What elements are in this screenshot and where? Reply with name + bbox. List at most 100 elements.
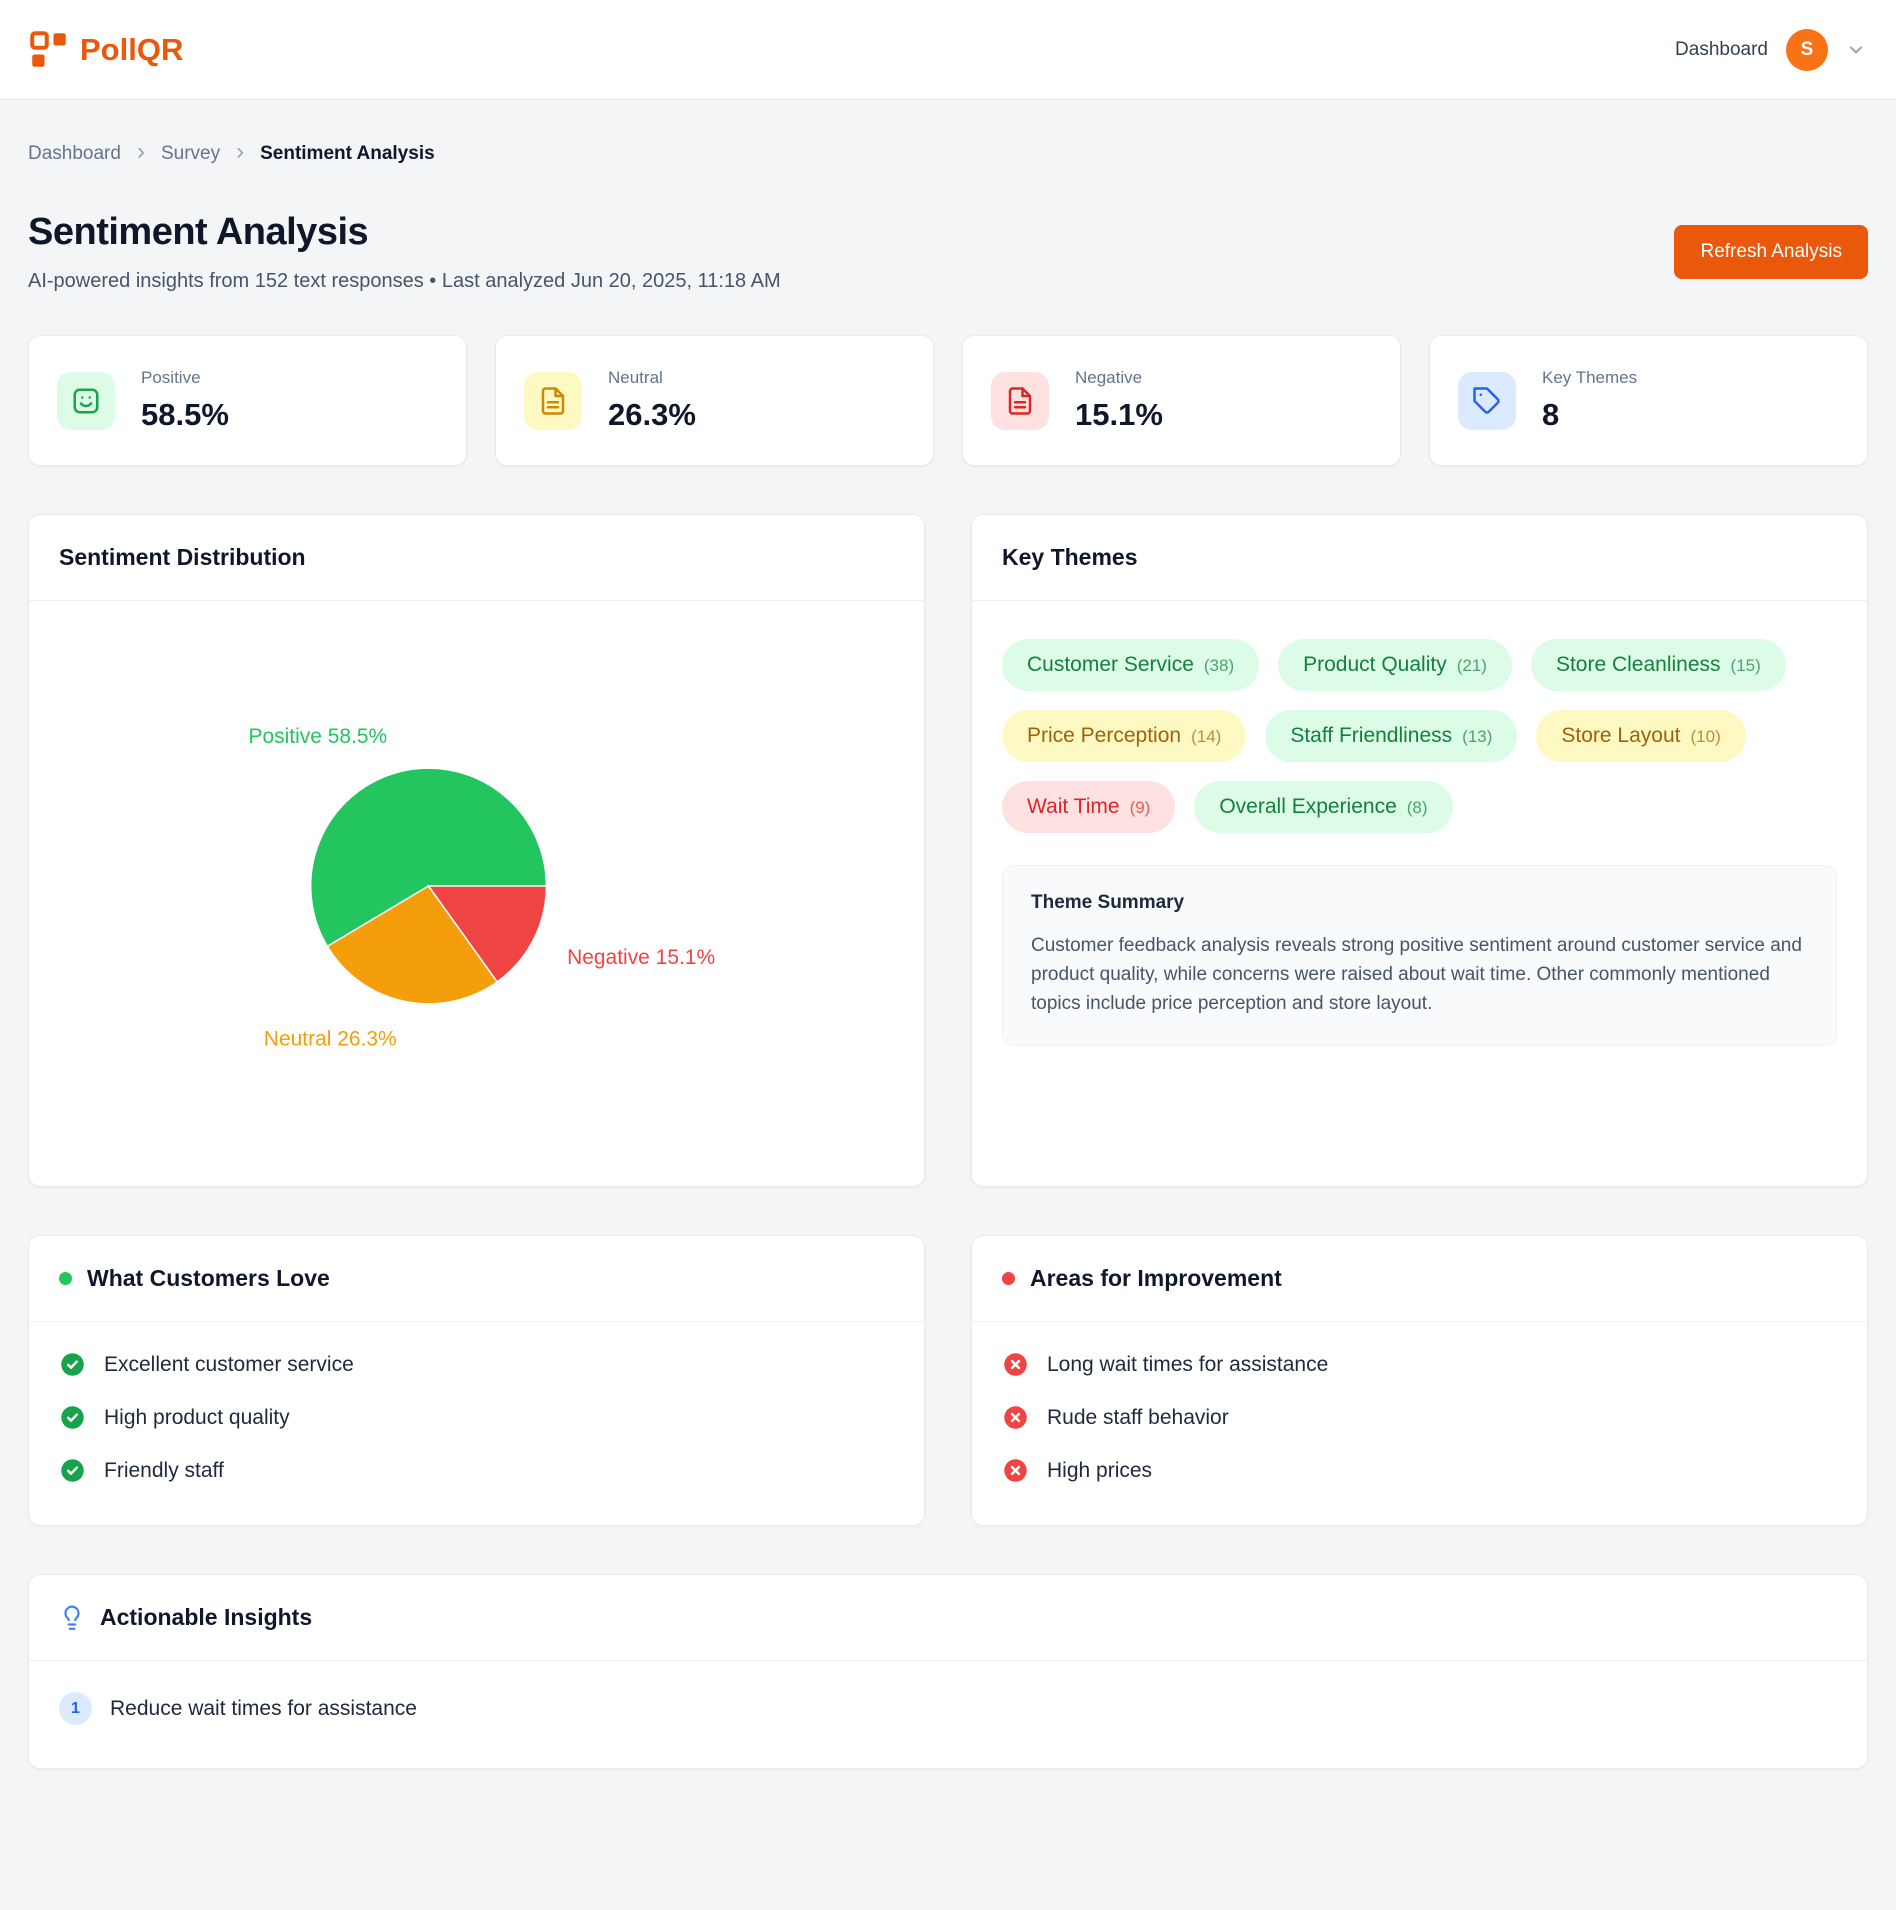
panels-row-2: What Customers Love Excellent customer s… <box>28 1235 1868 1526</box>
sentiment-distribution-title: Sentiment Distribution <box>59 544 306 570</box>
stat-label: Key Themes <box>1542 368 1638 387</box>
pie-slice-neutral[interactable] <box>326 885 499 1005</box>
tag-icon <box>1458 371 1516 430</box>
chevron-right-icon: › <box>136 138 145 165</box>
panels-row-1: Sentiment Distribution Positive 58.5% Neu… <box>28 514 1868 1187</box>
theme-pill-count: (13) <box>1462 727 1493 746</box>
theme-pill-label: Product Quality <box>1303 653 1447 676</box>
list-item-text: High prices <box>1047 1458 1153 1482</box>
list-item-text: High product quality <box>104 1405 290 1429</box>
theme-pill-label: Price Perception <box>1027 724 1182 747</box>
list-item-text: Rude staff behavior <box>1047 1405 1229 1429</box>
theme-pills: Customer Service (38) Product Quality (21) S… <box>1002 631 1837 833</box>
insight-number-badge: 1 <box>59 1692 92 1725</box>
list-item-text: Friendly staff <box>104 1458 224 1482</box>
theme-pill-count: (9) <box>1129 798 1151 817</box>
sentiment-pie-chart: Positive 58.5% Neutral 26.3% Negative 15.1… <box>249 725 716 1051</box>
breadcrumb: Dashboard › Survey › Sentiment Analysis <box>28 140 1868 167</box>
theme-summary: Theme Summary Customer feedback analysis… <box>1002 865 1837 1046</box>
theme-pill-label: Store Layout <box>1561 724 1681 747</box>
navbar: PollQR Dashboard S <box>0 0 1896 100</box>
stat-label: Positive <box>141 368 201 387</box>
pie-chart-area: Positive 58.5% Neutral 26.3% Negative 15.1… <box>29 601 924 1186</box>
theme-pill-wait-time[interactable]: Wait Time (9) <box>1002 781 1176 833</box>
stat-value: 15.1% <box>1075 397 1163 432</box>
check-circle-icon <box>59 1404 86 1431</box>
stat-cards: Positive 58.5% Neutral 26.3% Negative 15.1% Ke… <box>28 335 1868 466</box>
pie-label-positive: Positive 58.5% <box>249 725 388 748</box>
green-dot-icon <box>59 1272 72 1285</box>
pie-slice-negative[interactable] <box>427 885 548 983</box>
theme-pill-count: (21) <box>1456 656 1487 675</box>
pie-label-neutral: Neutral 26.3% <box>264 1028 397 1051</box>
file-text-icon <box>991 371 1049 430</box>
chevron-right-icon: › <box>236 138 245 165</box>
insight-text: Reduce wait times for assistance <box>110 1696 417 1720</box>
pollqr-logo-icon <box>30 30 68 69</box>
red-dot-icon <box>1002 1272 1015 1285</box>
refresh-analysis-button[interactable]: Refresh Analysis <box>1674 225 1868 279</box>
theme-pill-count: (8) <box>1406 798 1428 817</box>
insights-list: 1 Reduce wait times for assistance <box>29 1661 1867 1768</box>
x-circle-icon <box>1002 1404 1029 1431</box>
theme-pill-overall-experience[interactable]: Overall Experience (8) <box>1194 781 1453 833</box>
pie-slice-positive[interactable] <box>309 767 548 948</box>
brand-name: PollQR <box>80 31 184 67</box>
theme-pill-price-perception[interactable]: Price Perception (14) <box>1002 710 1247 762</box>
theme-pill-store-layout[interactable]: Store Layout (10) <box>1536 710 1746 762</box>
chevron-down-icon[interactable] <box>1846 40 1866 60</box>
stat-label: Neutral <box>608 368 663 387</box>
theme-pill-count: (38) <box>1203 656 1235 675</box>
list-item: High prices <box>1002 1444 1837 1497</box>
page-header: Sentiment Analysis AI-powered insights f… <box>28 211 1868 293</box>
theme-pill-store-cleanliness[interactable]: Store Cleanliness (15) <box>1530 639 1786 691</box>
stat-value: 58.5% <box>141 397 229 432</box>
theme-pill-count: (14) <box>1191 727 1222 746</box>
breadcrumb-dashboard[interactable]: Dashboard <box>28 142 121 164</box>
page-title: Sentiment Analysis <box>28 211 369 253</box>
actionable-insights-panel: Actionable Insights 1 Reduce wait times f… <box>28 1574 1868 1769</box>
sentiment-distribution-panel: Sentiment Distribution Positive 58.5% Neu… <box>28 514 925 1187</box>
smiley-icon <box>57 371 115 430</box>
lightbulb-icon <box>59 1605 85 1631</box>
theme-summary-text: Customer feedback analysis reveals stron… <box>1031 935 1802 1014</box>
main-content: Dashboard › Survey › Sentiment Analysis … <box>0 140 1896 1769</box>
improvement-panel: Areas for Improvement Long wait times fo… <box>971 1235 1868 1526</box>
nav-dashboard-link[interactable]: Dashboard <box>1675 38 1768 60</box>
pie-label-negative: Negative 15.1% <box>567 946 715 969</box>
stat-card-negative: Negative 15.1% <box>962 335 1401 466</box>
avatar[interactable]: S <box>1786 28 1828 71</box>
theme-pill-staff-friendliness[interactable]: Staff Friendliness (13) <box>1265 710 1518 762</box>
key-themes-title: Key Themes <box>1002 544 1138 570</box>
customers-love-list: Excellent customer service High product q… <box>29 1322 924 1525</box>
theme-pill-label: Wait Time <box>1027 795 1120 818</box>
check-circle-icon <box>59 1457 86 1484</box>
key-themes-panel: Key Themes Customer Service (38) Product Q… <box>971 514 1868 1187</box>
breadcrumb-current: Sentiment Analysis <box>260 142 435 164</box>
list-item: Excellent customer service <box>59 1338 894 1391</box>
theme-pill-label: Staff Friendliness <box>1290 724 1453 747</box>
list-item: Long wait times for assistance <box>1002 1338 1837 1391</box>
theme-pill-customer-service[interactable]: Customer Service (38) <box>1002 639 1260 691</box>
page-subtitle: AI-powered insights from 152 text respon… <box>28 270 781 292</box>
stat-card-positive: Positive 58.5% <box>28 335 467 466</box>
improvement-list: Long wait times for assistance Rude staff… <box>972 1322 1867 1525</box>
theme-pill-product-quality[interactable]: Product Quality (21) <box>1278 639 1512 691</box>
breadcrumb-survey[interactable]: Survey <box>160 142 221 164</box>
actionable-insights-title: Actionable Insights <box>100 1604 313 1630</box>
theme-pill-label: Store Cleanliness <box>1555 653 1721 676</box>
theme-summary-title: Theme Summary <box>1031 892 1185 913</box>
improvement-title: Areas for Improvement <box>1030 1265 1282 1291</box>
check-circle-icon <box>59 1351 86 1378</box>
customers-love-title: What Customers Love <box>87 1265 330 1291</box>
brand[interactable]: PollQR <box>30 30 184 69</box>
x-circle-icon <box>1002 1351 1029 1378</box>
navbar-right: Dashboard S <box>1675 28 1866 71</box>
stat-value: 8 <box>1542 397 1560 432</box>
x-circle-icon <box>1002 1457 1029 1484</box>
list-item-text: Long wait times for assistance <box>1047 1352 1329 1376</box>
theme-pill-label: Customer Service <box>1027 653 1194 676</box>
list-item-text: Excellent customer service <box>104 1352 354 1376</box>
stat-label: Negative <box>1075 368 1143 387</box>
list-item: High product quality <box>59 1391 894 1444</box>
